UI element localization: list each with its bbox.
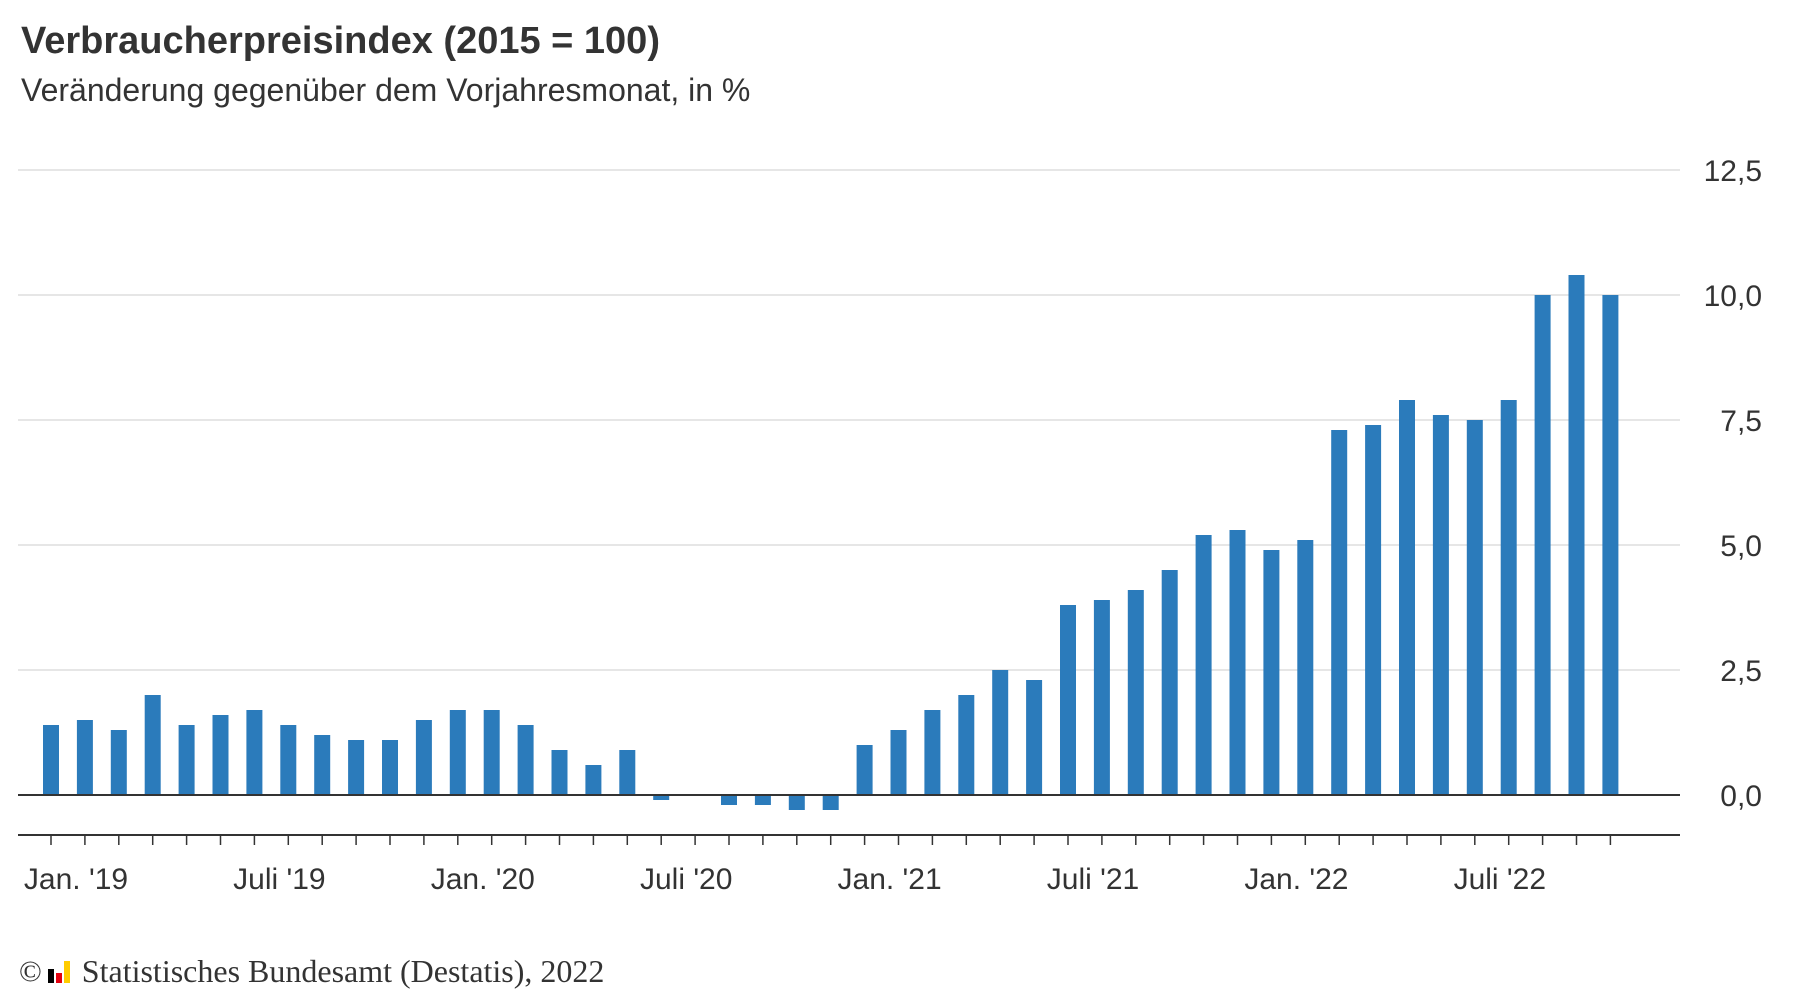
- x-axis-labels: Jan. '19 Juli '19 Jan. '20 Juli '20 Jan. '21…: [24, 863, 1546, 896]
- x-tick-label: Jan. '21: [838, 863, 942, 896]
- x-tick-label: Juli '19: [233, 863, 325, 896]
- chart-title: Verbraucherpreisindex (2015 = 100): [21, 20, 660, 62]
- bar: [1263, 550, 1280, 795]
- bar: [1500, 400, 1517, 795]
- bar: [43, 725, 59, 795]
- bar: [822, 795, 839, 810]
- bar: [1127, 590, 1144, 795]
- bar: [212, 715, 229, 795]
- bar: [1331, 430, 1348, 795]
- bar: [992, 670, 1009, 795]
- y-tick-label: 7,5: [1720, 405, 1762, 438]
- bar: [551, 750, 568, 795]
- x-tick-label: Jan. '19: [24, 863, 128, 896]
- bar: [314, 735, 331, 795]
- bar: [110, 730, 127, 795]
- bar: [856, 745, 873, 795]
- x-tick-label: Juli '20: [640, 863, 732, 896]
- copyright-symbol: ©: [19, 954, 42, 988]
- bar: [1229, 530, 1246, 795]
- bar: [382, 740, 398, 795]
- bar: [76, 720, 93, 795]
- x-tick-label: Juli '22: [1454, 863, 1546, 896]
- bar: [1195, 535, 1212, 795]
- x-tick-label: Jan. '20: [431, 863, 535, 896]
- y-tick-label: 5,0: [1720, 530, 1762, 563]
- y-tick-label: 12,5: [1704, 155, 1762, 188]
- x-axis: [18, 794, 1680, 845]
- bar: [721, 795, 737, 805]
- bar: [517, 725, 534, 795]
- bar: [754, 795, 771, 805]
- bar: [1093, 600, 1110, 795]
- grid-lines: [18, 169, 1680, 671]
- bar: [178, 725, 195, 795]
- source-footer: © Statistisches Bundesamt (Destatis), 20…: [19, 953, 604, 990]
- y-tick-label: 2,5: [1720, 655, 1762, 688]
- source-text: Statistisches Bundesamt (Destatis), 2022: [81, 953, 605, 989]
- bar-chart: 0,02,55,07,510,012,5 Jan. '19 Juli '19 Jan…: [18, 155, 1762, 896]
- chart-subtitle: Veränderung gegenüber dem Vorjahresmonat…: [21, 72, 751, 108]
- bar: [483, 710, 500, 795]
- y-tick-label: 0,0: [1720, 780, 1762, 813]
- bar: [1060, 605, 1076, 795]
- bars: [43, 275, 1619, 810]
- bar: [415, 720, 432, 795]
- bar: [280, 725, 297, 795]
- bar: [1466, 420, 1483, 795]
- bar: [246, 710, 263, 795]
- bar: [449, 710, 466, 795]
- bar: [1297, 540, 1314, 795]
- bar: [890, 730, 907, 795]
- bar: [1399, 400, 1415, 795]
- bar: [144, 695, 161, 795]
- bar: [1568, 275, 1585, 795]
- bar: [1026, 680, 1043, 795]
- destatis-logo-icon: [47, 960, 70, 983]
- bar: [1534, 295, 1551, 795]
- x-tick-label: Juli '21: [1047, 863, 1139, 896]
- bar: [1432, 415, 1449, 795]
- bar: [653, 795, 670, 800]
- bar: [1161, 570, 1178, 795]
- bar: [924, 710, 941, 795]
- bar: [1602, 295, 1619, 795]
- bar: [585, 765, 602, 795]
- bar: [619, 750, 636, 795]
- x-tick-label: Jan. '22: [1244, 863, 1348, 896]
- y-axis-labels: 0,0 2,5 5,0 7,5 10,0 12,5: [1704, 155, 1762, 813]
- bar: [958, 695, 975, 795]
- bar: [788, 795, 805, 810]
- bar: [348, 740, 365, 795]
- bar: [1365, 425, 1382, 795]
- y-tick-label: 10,0: [1704, 280, 1762, 313]
